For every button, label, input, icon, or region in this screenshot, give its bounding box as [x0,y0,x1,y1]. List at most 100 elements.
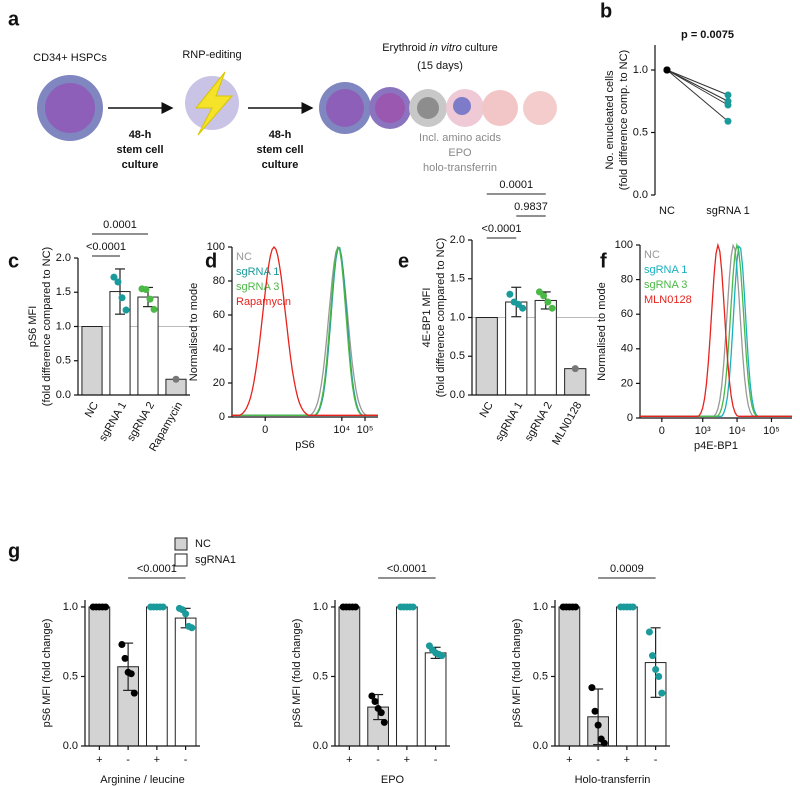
x-axis-label: p4E-BP1 [694,440,738,452]
point [142,286,150,294]
bar [424,652,447,747]
x-tick-label: 10⁵ [763,425,780,437]
supplement: EPO [448,147,472,159]
y-axis-label: (fold difference comp. to NC) [618,50,630,190]
lightning [194,71,234,136]
diagram-label: 48-h [129,129,152,141]
y-tick-label: 0.0 [450,389,465,401]
bar [88,606,111,747]
bracket-label: <0.0001 [86,241,126,253]
point [380,718,388,726]
diagram-label: (15 days) [417,60,463,72]
bracket-label: 0.0009 [610,563,644,575]
y-axis-label: 4E-BP1 MFI [421,288,433,348]
y-tick-label: 1.0 [450,311,465,323]
workflow-diagram: CD34+ HSPCs 48-h stem cell culture RNP-e… [33,42,557,174]
y-tick-label: 1.0 [633,64,648,76]
point [146,295,154,303]
x-tick-label: 10⁴ [333,424,350,436]
y-tick-label: 0.5 [56,355,71,367]
diagram-label: stem cell [256,144,303,156]
legend-label: Rapamycin [236,296,291,308]
point [377,709,385,717]
legend-swatch [174,537,188,551]
x-tick-label: - [434,754,438,766]
diagram-label: culture [262,159,299,171]
series-line [666,69,729,122]
y-tick-label: 1.0 [63,601,78,613]
y-tick-label: 80 [621,274,633,286]
bracket-label: <0.0001 [137,563,177,575]
point [122,306,130,314]
point [409,603,417,611]
point [544,298,552,306]
point [172,375,180,383]
point [102,603,110,611]
point [506,290,514,298]
x-tick-label: + [624,754,630,766]
x-tick-label: + [404,754,410,766]
point [652,666,660,674]
y-axis-label: Normalised to mode [596,282,608,380]
y-tick-label: 20 [213,377,225,389]
y-tick-label: 60 [621,308,633,320]
diagram-title: Erythroid in vitro culture [382,42,498,54]
point [655,672,663,680]
cell-nucleus [417,97,439,119]
x-tick-label: sgRNA 1 [493,400,525,444]
point [352,603,360,611]
point [645,628,653,636]
text: Erythroid [382,42,429,54]
y-tick-label: 100 [615,239,633,251]
y-axis-label: Normalised to mode [188,283,200,381]
point [368,692,376,700]
legend-label: sgRNA 3 [236,281,279,293]
y-axis-label: pS6 MFI (fold change) [41,619,53,728]
y-axis-label: (fold difference compared to NC) [41,247,53,406]
legend-label: NC [195,538,211,550]
x-tick-label: MLN0128 [550,400,584,447]
y-tick-label: 2.0 [450,234,465,246]
error-bar [115,268,125,315]
point [600,739,608,747]
x-tick-label: - [126,754,130,766]
point [127,670,135,678]
x-tick-label: - [654,754,658,766]
point [548,304,556,312]
y-axis-label: (fold difference compared to NC) [435,238,447,397]
y-tick-label: 0.0 [56,389,71,401]
bracket-label: <0.0001 [481,223,521,235]
y-tick-label: 20 [621,377,633,389]
error-bar [650,627,661,698]
x-tick-label: - [596,754,600,766]
bar [475,317,498,396]
x-tick-label: + [96,754,102,766]
y-tick-label: 0 [627,412,633,424]
bar [558,606,581,747]
y-tick-label: 0.5 [63,670,78,682]
bracket-label: 0.0001 [499,179,533,191]
y-tick-label: 0.5 [633,126,648,138]
panel-label: b [600,0,612,22]
y-tick-label: 1.0 [56,320,71,332]
annotation: p = 0.0075 [681,29,734,41]
point [588,684,596,692]
legend-label: sgRNA 1 [236,266,279,278]
point [114,278,122,286]
x-axis-label: pS6 [295,439,315,451]
histogram-curve [232,245,378,416]
series-line [666,69,729,106]
y-axis-label: pS6 MFI (fold change) [511,619,523,728]
bar [81,326,103,396]
y-tick-label: 0.5 [313,670,328,682]
point [438,652,446,660]
point [540,292,548,300]
y-tick-label: 1.0 [533,601,548,613]
y-tick-label: 0.0 [313,740,328,752]
supplement: Incl. amino acids [419,132,501,144]
legend-label: sgRNA 3 [644,279,687,291]
x-tick-label: 0 [659,425,665,437]
x-tick-label: 10⁵ [357,424,374,436]
bracket-label: <0.0001 [387,563,427,575]
